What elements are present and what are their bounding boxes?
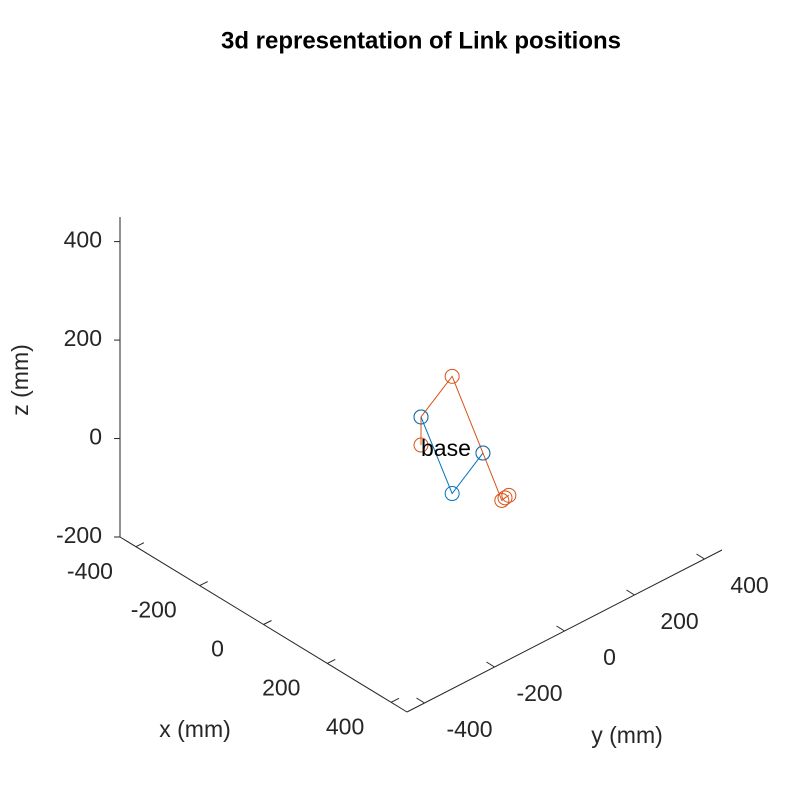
- x-tick-label: 400: [326, 713, 364, 739]
- x-tick: [199, 581, 208, 587]
- y-tick: [626, 589, 635, 596]
- y-tick-label: 0: [603, 644, 616, 670]
- point-marker: [444, 486, 460, 502]
- x-tick-label: -200: [131, 597, 177, 623]
- point-marker: [475, 445, 491, 461]
- point-marker: [444, 368, 460, 384]
- series-line: [420, 416, 484, 495]
- y-tick: [556, 625, 565, 632]
- y-tick-label: 400: [730, 572, 768, 598]
- x-tick: [135, 542, 145, 548]
- y-axis-title: y (mm): [591, 722, 663, 748]
- z-tick-label: 0: [89, 424, 102, 450]
- x-tick-label: 200: [262, 674, 300, 700]
- y-tick-label: 200: [660, 608, 698, 634]
- x-tick: [327, 658, 336, 664]
- y-tick: [486, 661, 495, 668]
- z-tick-label: 400: [64, 227, 102, 253]
- y-tick: [416, 697, 425, 704]
- y-tick-label: -200: [516, 680, 562, 706]
- x-axis-title: x (mm): [159, 716, 231, 742]
- x-tick-label: -400: [67, 558, 113, 584]
- point-marker: [501, 487, 517, 503]
- z-axis-title: z (mm): [7, 344, 33, 416]
- x-tick: [263, 620, 272, 625]
- point-marker: [413, 409, 429, 425]
- x-tick: [390, 697, 400, 703]
- annotation: base: [421, 435, 471, 461]
- y-tick-label: -400: [446, 716, 492, 742]
- point-marker: [497, 490, 513, 506]
- point-marker: [413, 437, 429, 453]
- x-tick-label: 0: [211, 636, 224, 662]
- z-tick-label: -200: [56, 522, 102, 548]
- y-tick: [696, 553, 705, 560]
- z-tick-label: 200: [64, 325, 102, 351]
- chart-title: 3d representation of Link positions: [221, 27, 621, 54]
